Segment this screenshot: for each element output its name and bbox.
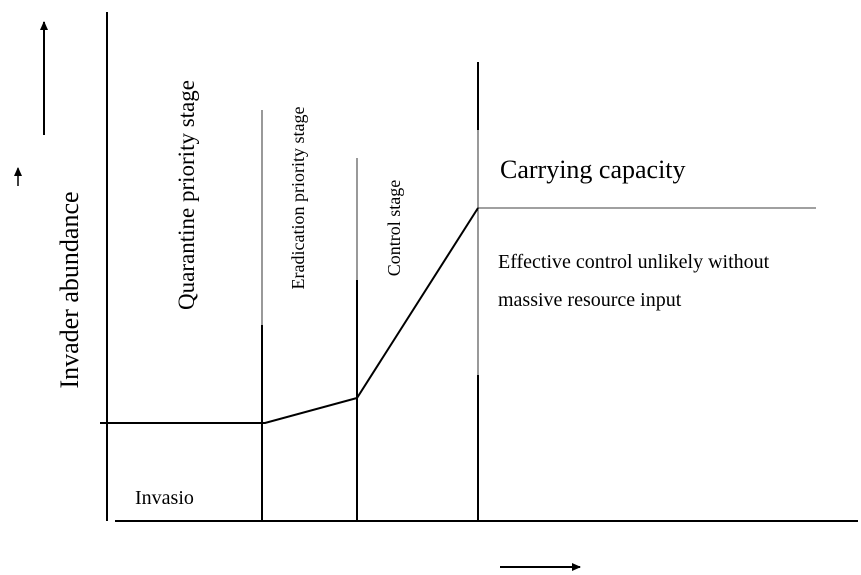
note-line: Effective control unlikely without [498, 251, 770, 273]
capacity-label: Carrying capacity [500, 155, 686, 184]
y-axis-label: Invader abundance [55, 191, 84, 388]
stage-label: Quarantine priority stage [174, 80, 199, 310]
invasion-label: Invasio [135, 487, 194, 509]
stage-label: Control stage [384, 180, 404, 277]
invasion-curve [100, 207, 479, 424]
note-line: massive resource input [498, 289, 682, 311]
stage-label: Eradication priority stage [288, 107, 308, 290]
